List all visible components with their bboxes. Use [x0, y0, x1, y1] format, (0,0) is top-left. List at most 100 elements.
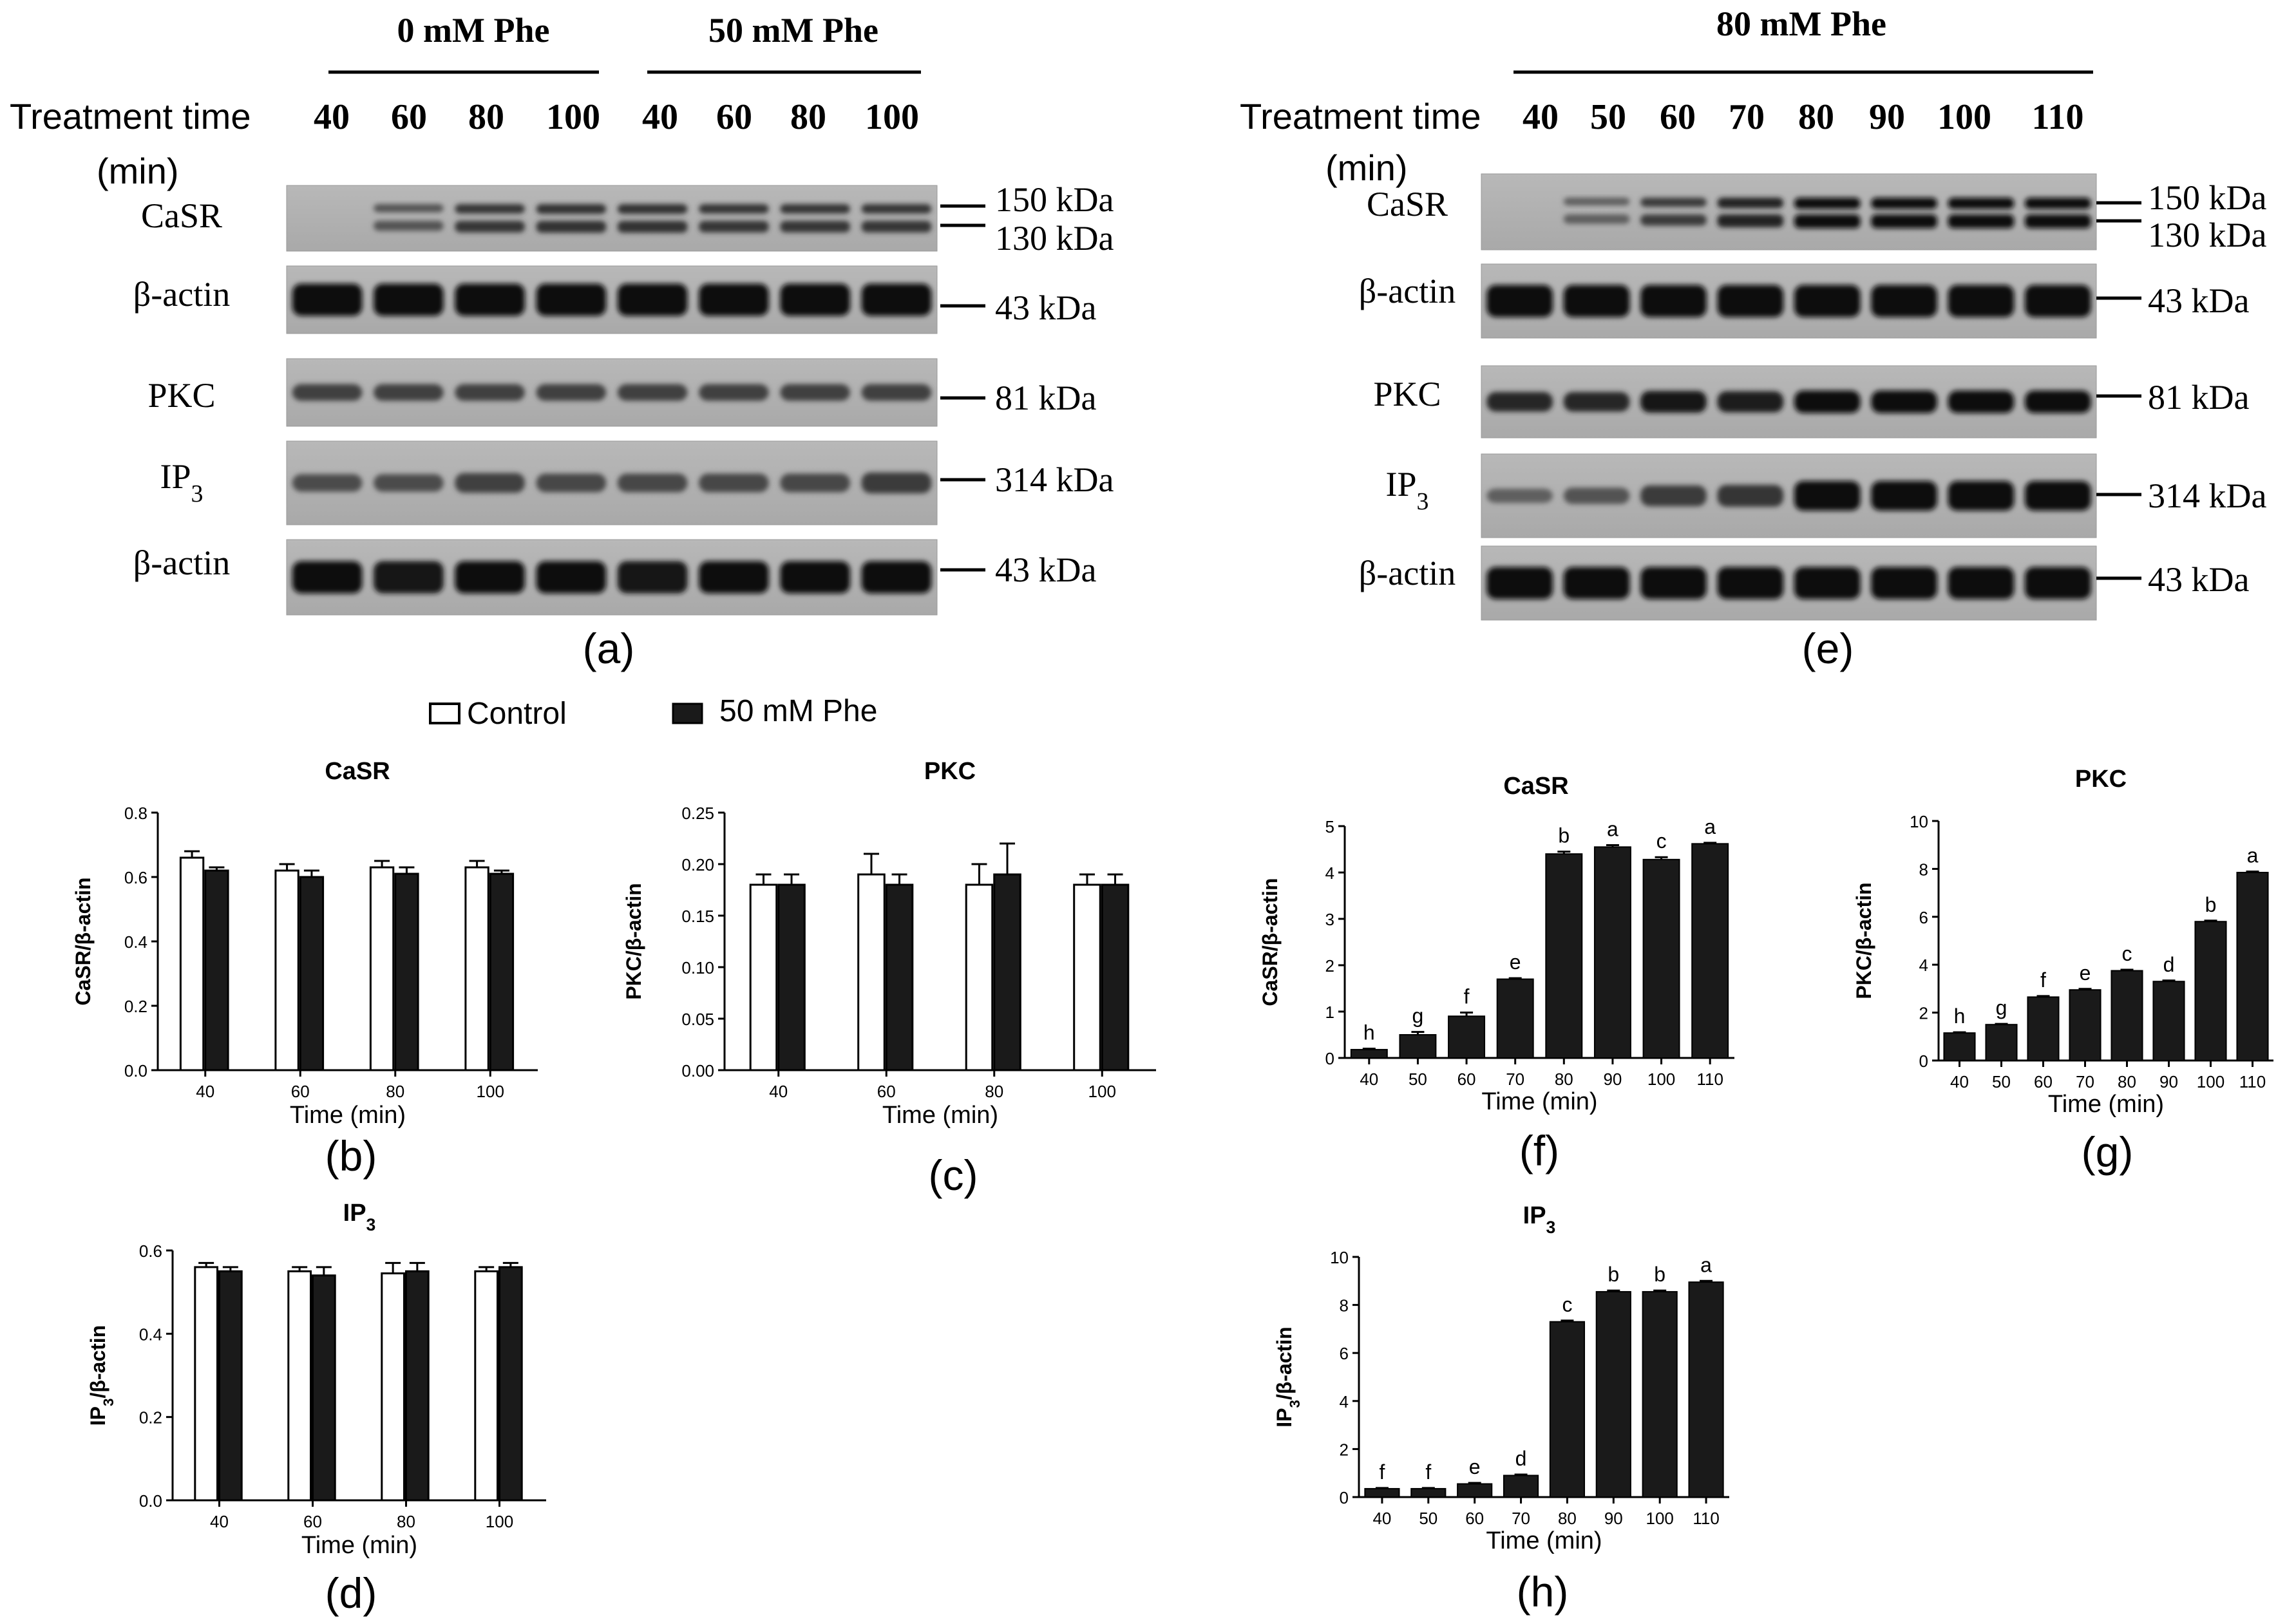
bar: [381, 1272, 405, 1502]
x-tick-label: 40: [1360, 1070, 1378, 1089]
y-tick-label: 6: [1919, 908, 1928, 927]
significance-letter: b: [1558, 824, 1570, 847]
bar: [1101, 883, 1130, 1071]
bar: [1503, 1475, 1539, 1498]
significance-letter: g: [1996, 996, 2007, 1019]
band-130: [374, 221, 444, 231]
lane-labels: 40 60 80 100 40 60 80 100: [314, 97, 919, 137]
legend-swatch-control: [429, 703, 460, 724]
bar: [1457, 1483, 1493, 1498]
band: [1640, 485, 1707, 507]
bar: [885, 883, 914, 1071]
lane-label: 70: [1729, 97, 1765, 137]
bar: [1496, 978, 1534, 1059]
western-blot-panel-e: 80 mM Phe Treatment time (min) 40 50 60 70 8…: [1240, 5, 2266, 672]
lane-label: 110: [2032, 97, 2084, 137]
band: [1794, 567, 1861, 599]
x-tick-label: 70: [1512, 1509, 1530, 1528]
band-150: [617, 204, 688, 214]
marker-label: 150 kDa: [2148, 178, 2266, 217]
bar: [1364, 1487, 1400, 1498]
bar: [2236, 871, 2269, 1061]
y-axis-label: PKC/β-actin: [622, 883, 645, 999]
band: [2024, 481, 2091, 511]
protein-label: β-actin: [133, 275, 230, 314]
panel-label: (c): [929, 1151, 978, 1199]
band-130: [1563, 214, 1630, 224]
legend: Control 50 mM Phe: [429, 694, 877, 731]
bar: [1593, 846, 1631, 1059]
treatment-time-label: Treatment time: [10, 96, 251, 137]
band-130: [1717, 214, 1784, 227]
x-tick-label: 90: [2159, 1072, 2178, 1091]
band: [536, 561, 607, 594]
band: [374, 384, 444, 401]
band: [617, 561, 688, 594]
blot-strip: β-actin: [133, 539, 938, 616]
band-130: [1871, 214, 1937, 229]
band: [374, 561, 444, 594]
x-tick-label: 40: [1372, 1509, 1391, 1528]
y-tick-label: 0.10: [681, 958, 714, 977]
band-130: [1640, 214, 1707, 226]
protein-label: PKC: [147, 376, 215, 415]
x-tick-label: 80: [397, 1512, 415, 1531]
y-tick-label: 8: [1340, 1296, 1349, 1316]
bar: [369, 866, 395, 1071]
panel-label-e: (e): [1802, 625, 1854, 672]
band: [1563, 567, 1630, 599]
band-130: [780, 221, 850, 232]
y-tick-label: 0.4: [124, 932, 147, 952]
band: [2024, 390, 2091, 413]
lane-label: 60: [391, 97, 427, 137]
x-tick-label: 40: [769, 1082, 788, 1101]
marker-label: 314 kDa: [2148, 476, 2266, 515]
significance-letter: g: [1412, 1004, 1424, 1028]
x-tick-label: 60: [1457, 1070, 1476, 1089]
band: [861, 561, 932, 594]
lane-label: 100: [865, 97, 919, 137]
x-tick-label: 60: [2034, 1072, 2053, 1091]
bar: [777, 883, 806, 1071]
chart-f: CaSR 0 1 2 3 4 5 CaSR/β-actin Time (min) h 40 g 50 f 6…: [1258, 773, 1734, 1174]
x-tick-label: 80: [386, 1082, 404, 1101]
band: [1948, 567, 2015, 599]
western-blot-panel-a: 0 mM Phe 50 mM Phe Treatment time (min) …: [10, 11, 1114, 672]
protein-label: IP3: [160, 457, 204, 507]
y-tick-label: 0.2: [139, 1408, 162, 1428]
band: [536, 384, 607, 401]
x-axis-label: Time (min): [290, 1102, 406, 1129]
chart-g: PKC 0 2 4 6 8 10 PKC/β-actin Time (min) h 40 g 50 f 60…: [1852, 766, 2273, 1176]
band: [1640, 391, 1707, 413]
significance-letter: c: [2122, 942, 2132, 965]
chart-title: IP3: [343, 1200, 376, 1234]
band: [455, 561, 525, 594]
band: [1563, 285, 1630, 317]
x-tick-label: 100: [2197, 1072, 2225, 1091]
significance-letter: e: [1510, 950, 1521, 974]
band-150: [1871, 198, 1937, 209]
y-tick-label: 0.8: [124, 804, 147, 823]
blot-strip: IP3: [1386, 453, 2097, 538]
significance-letter: f: [2040, 968, 2046, 992]
bar: [965, 883, 994, 1071]
marker-label: 43 kDa: [995, 288, 1096, 327]
legend-swatch-phe: [672, 703, 703, 724]
bar: [1943, 1032, 1976, 1061]
band: [1794, 481, 1861, 511]
protein-label: β-actin: [133, 543, 230, 582]
chart-title: CaSR: [325, 758, 390, 785]
y-tick-label: 8: [1919, 860, 1928, 879]
marker-label: 43 kDa: [2148, 281, 2249, 320]
y-tick-label: 2: [1340, 1440, 1349, 1459]
x-axis-label: Time (min): [301, 1532, 417, 1559]
band: [780, 384, 850, 401]
band: [699, 384, 769, 401]
band: [617, 473, 688, 493]
lane-label: 50: [1590, 97, 1626, 137]
panel-label: (b): [325, 1132, 377, 1180]
bar: [464, 866, 489, 1071]
significance-letter: e: [1469, 1455, 1481, 1478]
